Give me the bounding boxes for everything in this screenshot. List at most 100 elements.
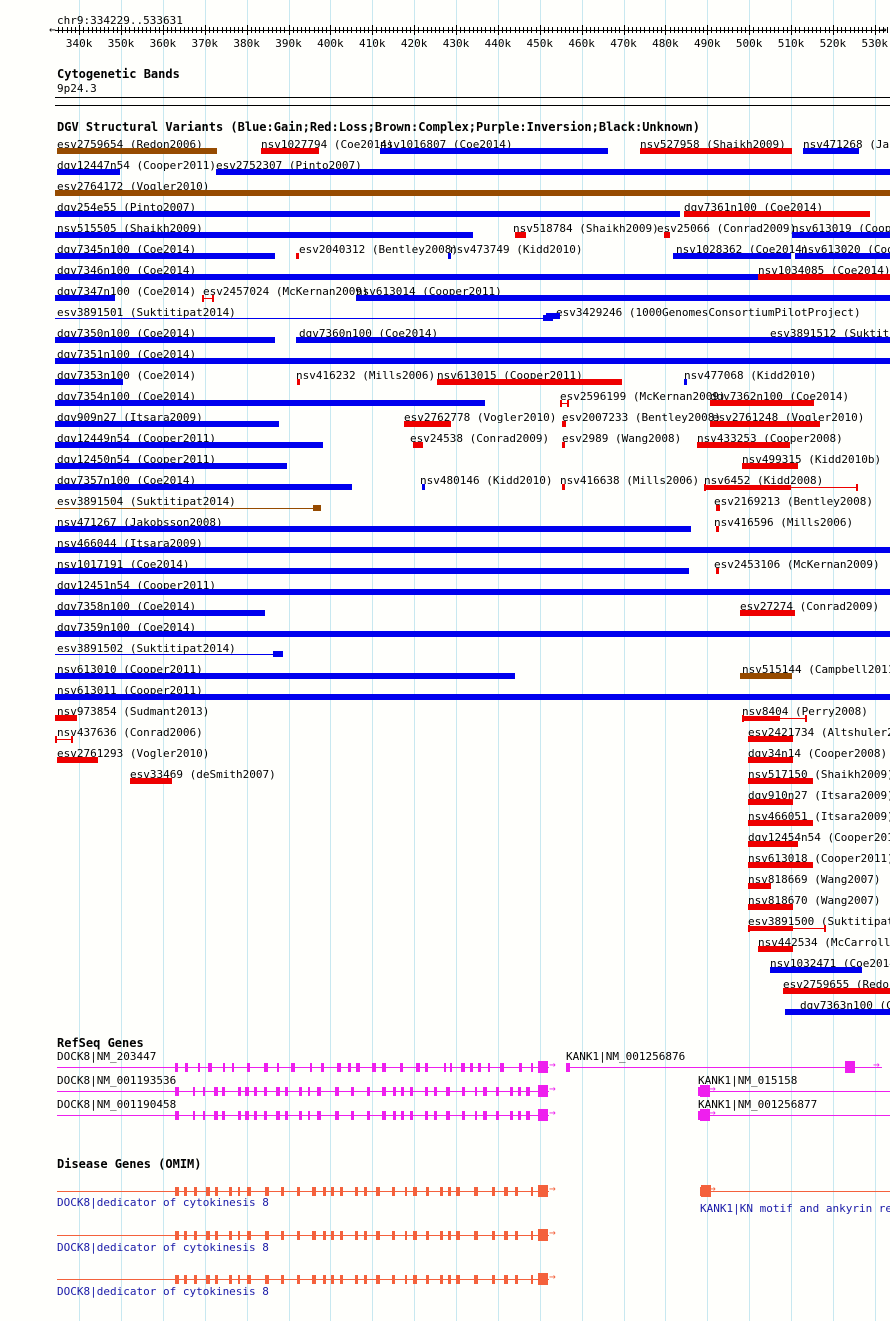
variant-label[interactable]: nsv517150 (Shaikh2009) (748, 768, 890, 781)
gene-exon[interactable] (393, 1111, 396, 1120)
gene-exon[interactable] (208, 1063, 212, 1072)
gene-exon[interactable] (276, 1087, 280, 1096)
variant-bar[interactable] (748, 757, 793, 763)
gene-exon[interactable] (247, 1231, 251, 1240)
gene-exon[interactable] (215, 1187, 218, 1196)
gene-exon[interactable] (372, 1063, 376, 1072)
variant-bar[interactable] (740, 673, 792, 679)
variant-bar[interactable] (380, 148, 608, 154)
variant-bar[interactable] (562, 421, 566, 427)
variant-label[interactable]: dgv7362n100 (Coe2014) (710, 390, 850, 403)
gene-exon[interactable] (382, 1063, 386, 1072)
variant-core-bar[interactable] (750, 926, 793, 931)
gene-exon[interactable] (337, 1063, 341, 1072)
gene-exon[interactable] (184, 1275, 187, 1284)
variant-bar[interactable] (515, 232, 526, 238)
gene-label[interactable]: KANK1|KN motif and ankyrin repeat domain… (700, 1202, 890, 1215)
variant-whisker-line[interactable] (560, 403, 569, 404)
gene-exon[interactable] (331, 1275, 334, 1284)
variant-bar[interactable] (57, 757, 98, 763)
variant-bar[interactable] (748, 799, 793, 805)
gene-utr-block[interactable] (700, 1085, 710, 1097)
gene-exon[interactable] (413, 1187, 417, 1196)
variant-bar[interactable] (55, 442, 323, 448)
variant-label[interactable]: nsv477068 (Kidd2010) (684, 369, 817, 382)
gene-exon[interactable] (297, 1275, 300, 1284)
variant-label[interactable]: nsv433253 (Cooper2008) (697, 432, 843, 445)
variant-bar[interactable] (55, 673, 515, 679)
variant-bar[interactable] (803, 148, 859, 154)
variant-label[interactable]: nsv466051 (Itsara2009) (748, 810, 890, 823)
variant-label[interactable]: esv33469 (deSmith2007) (130, 768, 276, 781)
gene-exon[interactable] (175, 1187, 179, 1196)
gene-exon[interactable] (175, 1275, 179, 1284)
gene-exon[interactable] (492, 1231, 495, 1240)
gene-exon[interactable] (474, 1231, 478, 1240)
gene-exon[interactable] (376, 1231, 380, 1240)
gene-exon[interactable] (331, 1187, 334, 1196)
gene-exon[interactable] (193, 1111, 195, 1120)
gene-exon[interactable] (214, 1111, 218, 1120)
gene-exon[interactable] (310, 1063, 312, 1072)
gene-exon[interactable] (245, 1087, 249, 1096)
gene-utr-block[interactable] (845, 1061, 855, 1073)
variant-label[interactable]: dgv254e55 (Pinto2007) (57, 201, 197, 214)
gene-exon[interactable] (492, 1275, 495, 1284)
variant-bar[interactable] (55, 295, 115, 301)
variant-label[interactable]: nsv515144 (Campbell2011) (742, 663, 890, 676)
gene-exon[interactable] (281, 1231, 284, 1240)
variant-bar[interactable] (55, 568, 689, 574)
variant-label[interactable]: esv2989 (Wang2008) (562, 432, 682, 445)
variant-label[interactable]: nsv1032471 (Coe2014) (770, 957, 890, 970)
variant-bar[interactable] (216, 169, 890, 175)
gene-exon[interactable] (206, 1187, 210, 1196)
variant-label[interactable]: dgv7351n100 (Coe2014) (57, 348, 197, 361)
gene-exon[interactable] (247, 1063, 250, 1072)
gene-exon[interactable] (510, 1111, 513, 1120)
variant-bar[interactable] (748, 820, 813, 826)
gene-utr-block[interactable] (538, 1229, 548, 1241)
gene-exon[interactable] (456, 1187, 460, 1196)
variant-label[interactable]: nsv613019 (Cooper2011) (792, 222, 890, 235)
gene-exon[interactable] (175, 1087, 179, 1096)
gene-exon[interactable] (206, 1231, 210, 1240)
gene-exon[interactable] (281, 1275, 284, 1284)
variant-bar[interactable] (297, 379, 300, 385)
gene-exon[interactable] (223, 1063, 225, 1072)
gene-utr-block[interactable] (700, 1109, 710, 1121)
gene-exon[interactable] (376, 1187, 380, 1196)
variant-label[interactable]: nsv613020 (Cooper2011) (801, 243, 890, 256)
variant-bar[interactable] (296, 337, 770, 343)
gene-exon[interactable] (264, 1063, 268, 1072)
variant-bar[interactable] (57, 148, 217, 154)
gene-exon[interactable] (264, 1111, 267, 1120)
variant-label[interactable]: esv3891500 (Suktitipat2014) (748, 915, 890, 928)
variant-label[interactable]: esv2759654 (Redon2006) (57, 138, 203, 151)
gene-exon[interactable] (448, 1187, 451, 1196)
gene-exon[interactable] (410, 1111, 413, 1120)
variant-label[interactable]: esv25066 (Conrad2009) (657, 222, 797, 235)
gene-utr-block[interactable] (701, 1185, 711, 1197)
gene-utr-block[interactable] (538, 1185, 548, 1197)
gene-exon[interactable] (175, 1231, 179, 1240)
gene-exon[interactable] (351, 1087, 354, 1096)
gene-exon[interactable] (382, 1087, 386, 1096)
gene-exon[interactable] (425, 1063, 428, 1072)
gene-exon[interactable] (351, 1111, 354, 1120)
gene-exon[interactable] (376, 1275, 380, 1284)
variant-label[interactable]: dgv12451n54 (Cooper2011) (57, 579, 216, 592)
variant-bar[interactable] (785, 1009, 890, 1015)
variant-bar[interactable] (792, 232, 890, 238)
gene-exon[interactable] (519, 1063, 522, 1072)
gene-exon[interactable] (531, 1187, 533, 1196)
gene-exon[interactable] (238, 1231, 240, 1240)
variant-core-bar[interactable] (744, 716, 780, 721)
gene-exon[interactable] (392, 1187, 395, 1196)
variant-bar[interactable] (758, 946, 793, 952)
variant-label[interactable]: nsv613010 (Cooper2011) (57, 663, 203, 676)
variant-whisker-line[interactable] (55, 739, 73, 740)
variant-label[interactable]: nsv442534 (McCarroll2008) (758, 936, 890, 949)
gene-exon[interactable] (440, 1231, 443, 1240)
variant-bar[interactable] (562, 484, 565, 490)
variant-label[interactable]: nsv818669 (Wang2007) (748, 873, 881, 886)
